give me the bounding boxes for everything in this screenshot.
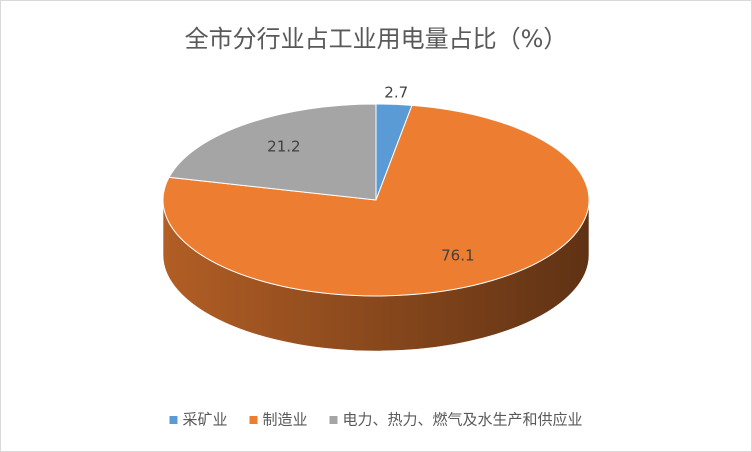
legend-item: 制造业 [249, 411, 308, 429]
pie-slice [162, 104, 590, 297]
legend-swatch [249, 416, 258, 424]
data-label: 76.1 [441, 247, 474, 265]
legend-label: 制造业 [262, 411, 307, 429]
legend: 采矿业 制造业 电力、热力、燃气及水生产和供应业 [169, 411, 583, 429]
pie: 2.7 76.1 21.2 [162, 83, 590, 352]
legend-swatch [169, 416, 178, 424]
legend-label: 采矿业 [182, 411, 227, 429]
legend-item: 电力、热力、燃气及水生产和供应业 [329, 411, 583, 429]
pie-slice [168, 103, 377, 201]
chart-title: 全市分行业占工业用电量占比（%） [185, 25, 568, 53]
data-label: 2.7 [384, 83, 408, 101]
legend-swatch [329, 416, 338, 424]
legend-item: 采矿业 [169, 411, 227, 429]
data-label: 21.2 [267, 138, 300, 156]
legend-label: 电力、热力、燃气及水生产和供应业 [343, 411, 583, 429]
